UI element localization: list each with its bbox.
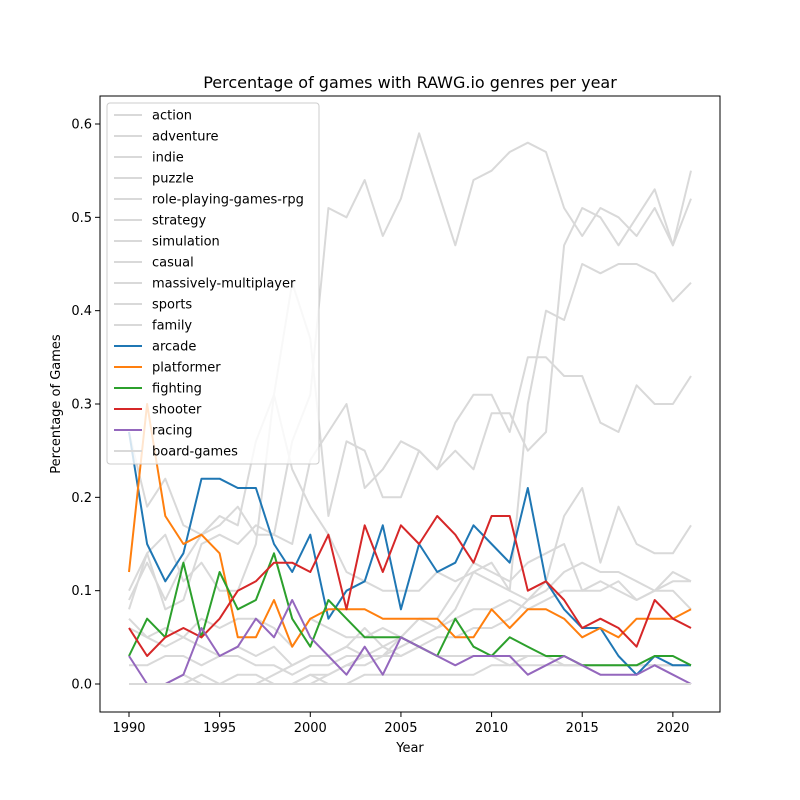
legend-label-family: family (152, 319, 192, 334)
y-tick-label: 0.4 (71, 304, 92, 319)
legend-label-casual: casual (152, 256, 194, 271)
legend-label-sports: sports (152, 298, 192, 313)
legend-label-simulation: simulation (152, 235, 220, 250)
legend-box (106, 102, 320, 465)
legend-label-arcade: arcade (152, 340, 196, 355)
legend-label-indie: indie (152, 151, 184, 166)
legend-label-racing: racing (152, 424, 193, 439)
legend-label-shooter: shooter (152, 403, 202, 418)
y-axis-label: Percentage of Games (49, 334, 64, 474)
y-tick-label: 0.6 (71, 118, 92, 133)
y-tick-label: 0.5 (71, 211, 92, 226)
y-tick-label: 0.0 (71, 678, 92, 693)
x-axis-label: Year (395, 741, 424, 756)
legend-label-puzzle: puzzle (152, 172, 194, 187)
legend-label-board-games: board-games (152, 445, 238, 460)
y-tick-label: 0.3 (71, 398, 92, 413)
y-tick-label: 0.1 (71, 584, 92, 599)
legend-label-action: action (152, 109, 192, 124)
series-line-racing (128, 599, 692, 685)
chart-title: Percentage of games with RAWG.io genres … (203, 73, 617, 92)
series-line-strategy (128, 393, 691, 610)
legend-label-role-playing-games-rpg: role-playing-games-rpg (152, 193, 304, 208)
series-line-adventure (128, 188, 692, 611)
series-line-role-playing-games-rpg (128, 281, 692, 601)
x-axis: 1990 1995 2000 2005 2010 2015 2020 (112, 712, 689, 736)
x-tick-label: 2000 (294, 721, 327, 736)
x-tick-label: 2015 (566, 721, 599, 736)
x-tick-label: 2010 (475, 721, 508, 736)
legend: action adventure indie puzzle role-playing-g… (106, 102, 320, 465)
x-tick-label: 1990 (112, 721, 145, 736)
legend-label-massively-multiplayer: massively-multiplayer (152, 277, 296, 292)
y-tick-label: 0.2 (71, 491, 92, 506)
x-tick-label: 1995 (203, 721, 236, 736)
series-line-arcade (128, 431, 691, 676)
x-tick-label: 2005 (384, 721, 417, 736)
legend-label-adventure: adventure (152, 130, 219, 145)
y-axis: 0.0 0.1 0.2 0.3 0.4 0.5 0.6 (71, 118, 100, 693)
legend-label-platformer: platformer (152, 361, 221, 376)
series-layer (128, 132, 692, 685)
x-tick-label: 2020 (656, 721, 689, 736)
series-line-shooter (128, 515, 692, 657)
series-line-platformer (128, 403, 692, 648)
legend-label-strategy: strategy (152, 214, 207, 229)
series-line-action (128, 132, 692, 536)
legend-label-fighting: fighting (152, 382, 202, 397)
